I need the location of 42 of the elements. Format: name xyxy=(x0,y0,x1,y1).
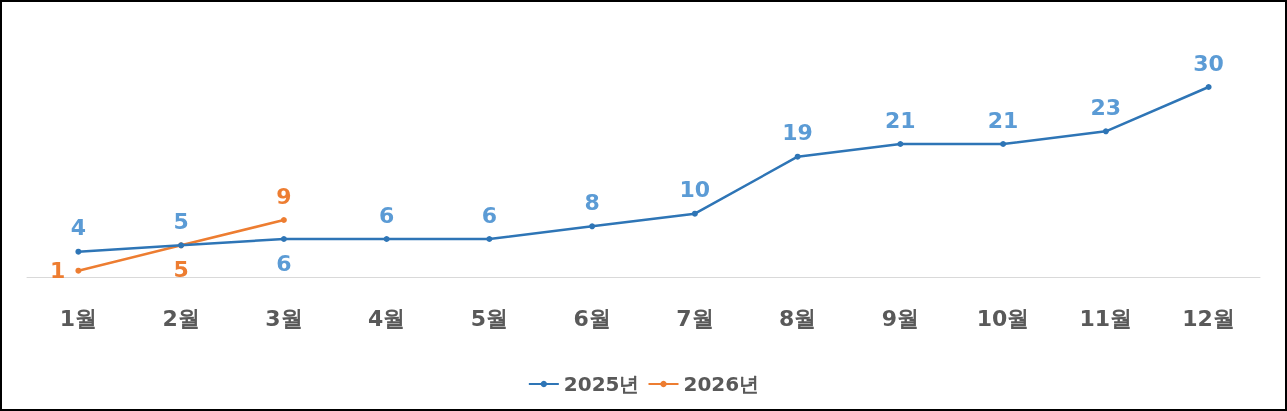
data-label: 5 xyxy=(173,208,189,234)
x-tick-label: 5월 xyxy=(470,305,509,331)
data-label: 5 xyxy=(173,256,189,282)
data-label: 10 xyxy=(679,177,711,203)
point xyxy=(75,248,82,255)
data-label: 4 xyxy=(70,215,87,241)
data-label: 21 xyxy=(885,107,916,133)
x-tick-label: 6월 xyxy=(573,305,611,331)
x-tick-label: 2월 xyxy=(162,305,200,331)
x-tick-label: 4월 xyxy=(367,305,406,331)
data-label: 21 xyxy=(987,107,1019,133)
point xyxy=(75,267,82,274)
point xyxy=(280,236,287,242)
x-tick-label: 8월 xyxy=(778,305,817,331)
data-label: 6 xyxy=(378,202,395,228)
x-tick-label: 9월 xyxy=(881,305,920,331)
x-tick-label: 10월 xyxy=(976,305,1030,331)
point xyxy=(897,141,904,147)
x-tick-label: 11월 xyxy=(1079,305,1133,331)
data-label: 8 xyxy=(584,189,600,215)
data-label: 1 xyxy=(50,258,66,284)
point xyxy=(1000,141,1007,147)
data-label: 30 xyxy=(1193,50,1224,76)
x-tick-label: 7월 xyxy=(676,305,714,331)
point xyxy=(1102,128,1109,135)
legend-label: 2026년 xyxy=(683,372,760,396)
data-label: 23 xyxy=(1090,94,1122,120)
point xyxy=(486,236,493,242)
data-label: 9 xyxy=(276,183,292,209)
data-label: 19 xyxy=(782,120,813,146)
data-label: 6 xyxy=(276,250,292,276)
x-tick-label: 12월 xyxy=(1182,305,1235,331)
legend-label: 2025년 xyxy=(563,372,640,396)
point xyxy=(589,223,596,230)
point xyxy=(691,210,698,217)
point xyxy=(794,153,801,160)
point xyxy=(280,217,287,223)
point xyxy=(383,236,390,242)
point xyxy=(1205,84,1212,90)
x-tick-label: 3월 xyxy=(265,305,303,331)
x-tick-label: 1월 xyxy=(59,305,98,331)
data-label: 6 xyxy=(481,202,498,228)
